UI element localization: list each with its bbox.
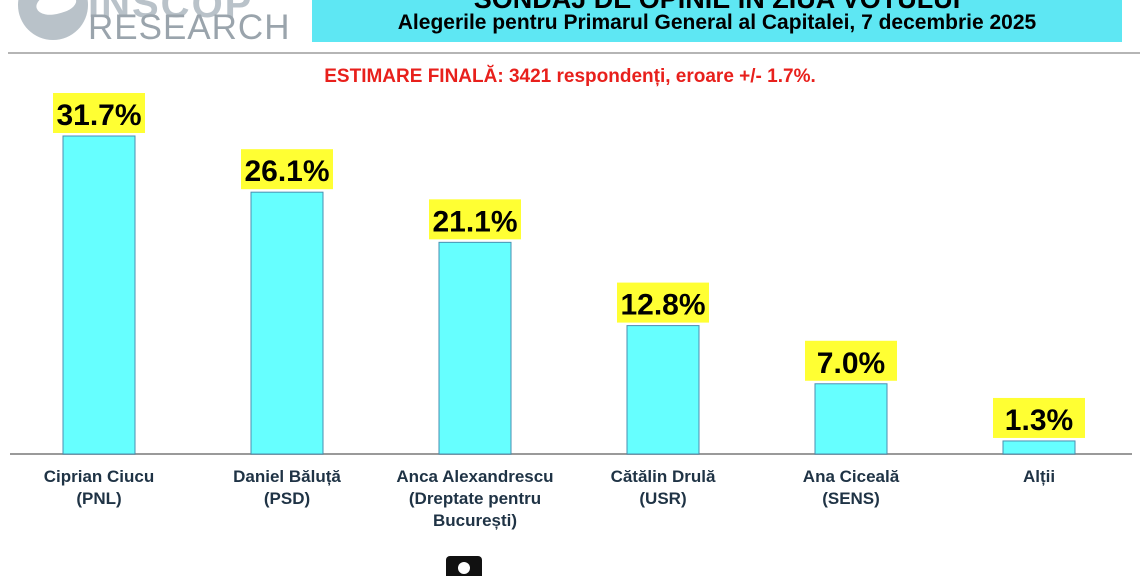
chart-title: SONDAJ DE OPINIE ÎN ZIUA VOTULUI <box>312 0 1122 15</box>
bar <box>626 325 700 455</box>
data-label-background <box>617 282 709 323</box>
title-band: SONDAJ DE OPINIE ÎN ZIUA VOTULUI Alegeri… <box>312 0 1122 42</box>
bottom-icon <box>446 556 482 576</box>
data-label: 26.1% <box>244 155 329 188</box>
data-label: 31.7% <box>56 99 141 132</box>
data-label-background <box>805 340 897 381</box>
logo-top-text: INSCOP <box>88 0 254 26</box>
chart-subtitle: Alegerile pentru Primarul General al Cap… <box>397 11 1037 34</box>
category-label: Ana Ciceală (SENS) <box>802 467 900 508</box>
header-divider <box>8 52 1140 54</box>
category-label: Daniel Băluță (PSD) <box>233 467 341 508</box>
bar <box>250 191 324 455</box>
bar <box>438 241 512 455</box>
data-label-background <box>53 93 145 133</box>
data-label: 12.8% <box>620 289 705 322</box>
data-label: 1.3% <box>1005 404 1073 437</box>
data-label-background <box>429 199 521 240</box>
data-label: 7.0% <box>817 347 885 380</box>
logo-bottom-text: RESEARCH <box>88 8 291 47</box>
sample-note: ESTIMARE FINALĂ: 3421 respondenți, eroar… <box>324 66 816 87</box>
category-label: Alții <box>1022 467 1056 486</box>
bar <box>814 383 888 455</box>
category-label: Cătălin Drulă (USR) <box>610 467 716 508</box>
data-label: 21.1% <box>432 205 517 238</box>
bar <box>62 135 136 455</box>
bar <box>1002 440 1076 455</box>
category-label: Ciprian Ciucu (PNL) <box>43 467 155 508</box>
header: INSCOP RESEARCH SONDAJ DE OPINIE ÎN ZIUA… <box>0 0 1140 54</box>
data-label-background <box>241 149 333 190</box>
data-label-background <box>993 397 1085 438</box>
category-label: Anca Alexandrescu (Dreptate pentru Bucur… <box>396 467 554 530</box>
